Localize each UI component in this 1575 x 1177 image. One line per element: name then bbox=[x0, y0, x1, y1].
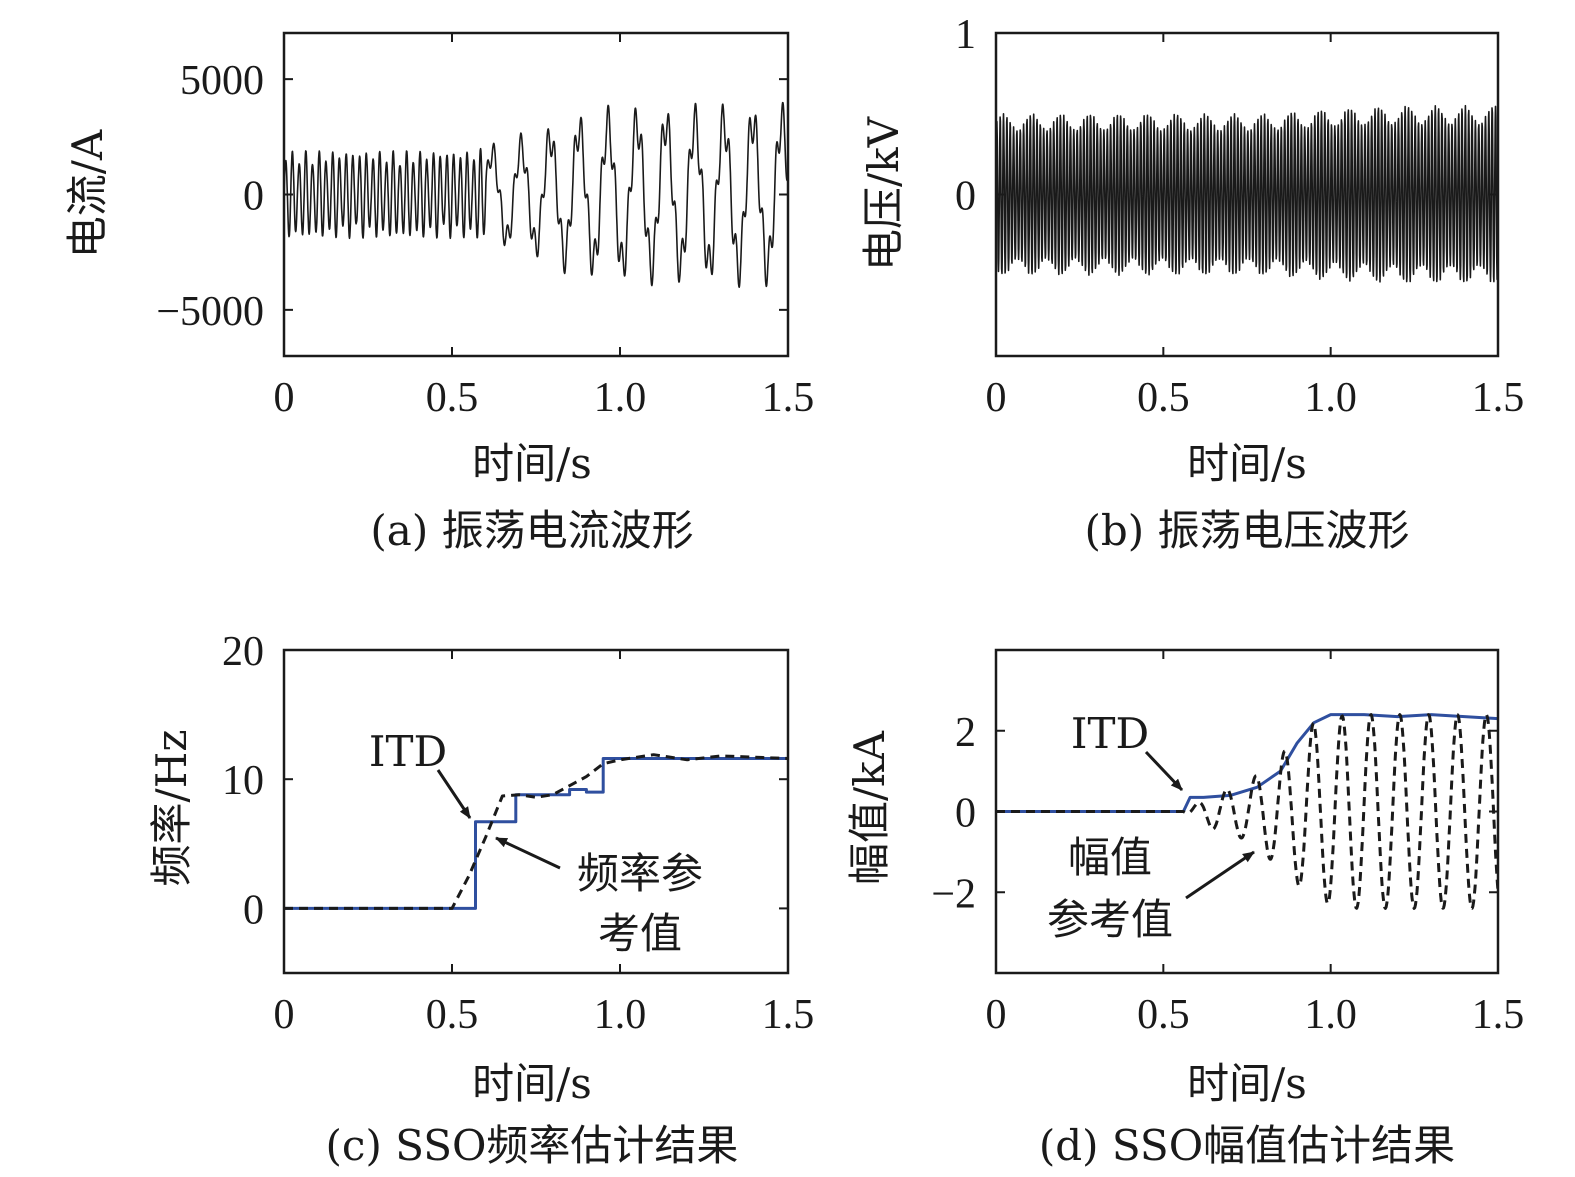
series-line-c-1 bbox=[284, 753, 788, 910]
caption-b: (b) 振荡电压波形 bbox=[1084, 506, 1409, 555]
arrow-reference-d bbox=[1185, 850, 1255, 900]
y-tick-label: 0 bbox=[955, 174, 976, 220]
x-tick-label: 1.0 bbox=[1304, 375, 1357, 421]
series-line-d-0 bbox=[996, 713, 1498, 813]
x-axis-label-d: 时间/s bbox=[1187, 1059, 1307, 1108]
caption-d: (d) SSO幅值估计结果 bbox=[1039, 1121, 1455, 1170]
arrow-itd-c bbox=[436, 769, 472, 819]
x-axis-label-a: 时间/s bbox=[472, 439, 592, 488]
panel-c: 0 0.5 1.0 1.5 20 10 0 时间/s 频率/Hz (c) SSO频率估计结果… bbox=[147, 629, 814, 1170]
x-axis-label-c: 时间/s bbox=[472, 1059, 592, 1108]
arrow-reference-c bbox=[495, 836, 561, 870]
ticks-c: 0 0.5 1.0 1.5 20 10 0 bbox=[222, 629, 814, 1038]
plot-area-c bbox=[284, 753, 788, 910]
x-tick-label: 0 bbox=[274, 375, 295, 421]
y-tick-label: 0 bbox=[243, 887, 264, 933]
series-line-b-0 bbox=[996, 104, 1498, 283]
axes-frame-c bbox=[282, 648, 790, 975]
y-axis-label-d: 幅值/kA bbox=[845, 730, 894, 885]
y-tick-label: 2 bbox=[955, 710, 976, 756]
annotation-reference-d-line1: 幅值 bbox=[1068, 833, 1152, 882]
arrow-itd-d bbox=[1144, 750, 1184, 792]
x-tick-label: 0 bbox=[274, 992, 295, 1038]
y-tick-label: −2 bbox=[931, 871, 976, 917]
x-axis-label-b: 时间/s bbox=[1187, 439, 1307, 488]
series-line-a-0 bbox=[284, 101, 788, 288]
caption-a: (a) 振荡电流波形 bbox=[370, 506, 693, 555]
annotation-itd-d: ITD bbox=[1071, 709, 1149, 758]
annotation-reference-c-line1: 频率参 bbox=[577, 849, 703, 898]
x-tick-label: 1.5 bbox=[762, 992, 815, 1038]
x-tick-label: 1.0 bbox=[1304, 992, 1357, 1038]
plot-area-a bbox=[284, 101, 788, 288]
x-tick-label: 1.5 bbox=[1472, 992, 1525, 1038]
annotation-reference-c-line2: 考值 bbox=[598, 909, 682, 958]
y-tick-label: 1 bbox=[955, 12, 976, 58]
series-line-c-0 bbox=[284, 757, 788, 910]
panel-b: 0 0.5 1.0 1.5 1 0 时间/s 电压/kV (b) 振荡电压波形 bbox=[859, 12, 1524, 555]
x-tick-label: 0 bbox=[986, 992, 1007, 1038]
y-tick-label: 20 bbox=[222, 629, 264, 675]
y-tick-label: 0 bbox=[955, 791, 976, 837]
series-line-d-1 bbox=[996, 713, 1498, 910]
y-axis-label-a: 电流/A bbox=[63, 129, 112, 258]
plot-area-d bbox=[996, 713, 1498, 910]
y-axis-label-b: 电压/kV bbox=[859, 116, 908, 271]
x-tick-label: 0 bbox=[986, 375, 1007, 421]
ticks-b: 0 0.5 1.0 1.5 1 0 bbox=[955, 12, 1524, 421]
x-tick-label: 0.5 bbox=[426, 992, 479, 1038]
x-tick-label: 0.5 bbox=[1137, 992, 1190, 1038]
ticks-d: 0 0.5 1.0 1.5 2 0 −2 bbox=[931, 650, 1524, 1038]
annotation-itd-c: ITD bbox=[369, 727, 447, 776]
x-tick-label: 1.0 bbox=[594, 992, 647, 1038]
x-tick-label: 1.5 bbox=[1472, 375, 1525, 421]
y-tick-label: −5000 bbox=[156, 289, 264, 335]
x-tick-label: 1.5 bbox=[762, 375, 815, 421]
annotation-reference-d-line2: 参考值 bbox=[1047, 895, 1173, 944]
y-tick-label: 10 bbox=[222, 758, 264, 804]
plot-area-b bbox=[996, 104, 1498, 283]
x-tick-label: 0.5 bbox=[426, 375, 479, 421]
y-axis-label-c: 频率/Hz bbox=[147, 730, 196, 887]
axes-frame-a bbox=[282, 31, 790, 358]
caption-c: (c) SSO频率估计结果 bbox=[326, 1121, 739, 1170]
y-tick-label: 0 bbox=[243, 174, 264, 220]
y-tick-label: 5000 bbox=[180, 58, 264, 104]
panel-d: 0 0.5 1.0 1.520−2 时间/s 幅值/kA (d) SSO幅值估计结果 … bbox=[845, 648, 1524, 1170]
x-tick-label: 1.0 bbox=[594, 375, 647, 421]
x-tick-label: 0.5 bbox=[1137, 375, 1190, 421]
